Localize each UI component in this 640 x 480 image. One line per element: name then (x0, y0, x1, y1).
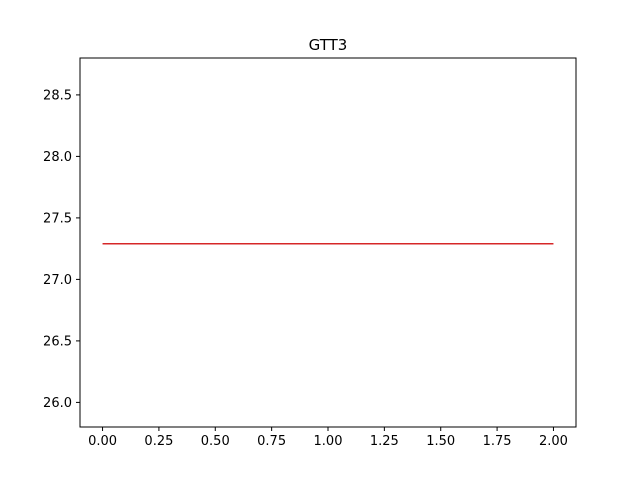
y-tick-label: 27.5 (43, 211, 72, 226)
x-tick-label: 0.25 (144, 434, 173, 449)
x-tick-label: 1.25 (370, 434, 399, 449)
x-tick-label: 1.00 (314, 434, 343, 449)
x-tick-label: 1.50 (426, 434, 455, 449)
x-tick-label: 0.50 (201, 434, 230, 449)
y-tick-label: 26.0 (43, 396, 72, 411)
y-tick-label: 26.5 (43, 334, 72, 349)
x-tick-label: 0.75 (257, 434, 286, 449)
chart-title: GTT3 (309, 36, 348, 54)
y-tick-label: 28.5 (43, 88, 72, 103)
y-tick-label: 28.0 (43, 150, 72, 165)
x-tick-label: 2.00 (539, 434, 568, 449)
x-tick-label: 0.00 (88, 434, 117, 449)
plot-area: 0.00 0.25 0.50 0.75 1.00 1.25 1.50 1.75 2.00 26.0… (43, 57, 577, 449)
x-tick-label: 1.75 (483, 434, 512, 449)
axes-frame (79, 57, 577, 428)
y-tick-label: 27.0 (43, 273, 72, 288)
